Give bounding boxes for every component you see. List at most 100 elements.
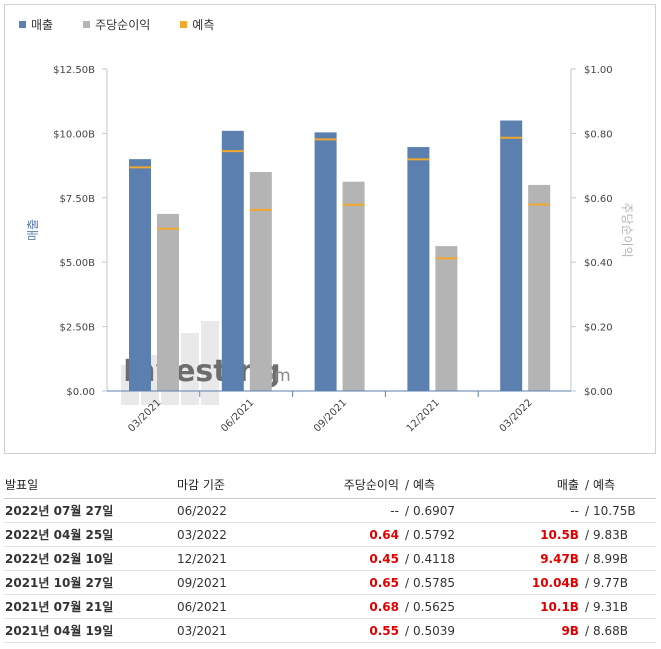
table-header-row: 발표일 마감 기준 주당순이익 / 예측 매출 / 예측 [4,470,656,499]
row-revenue: -- / [493,498,589,523]
legend-revenue-swatch [19,21,26,28]
row-eps-value: -- [390,503,399,518]
row-period: 09/2021 [177,570,287,595]
row-revenue-slash: / [584,575,589,590]
row-revenue-value: 10.1B [540,599,579,614]
row-revenue: 10.1B / [493,594,589,619]
header-revenue-slash: / [584,477,589,492]
row-eps-value: 0.68 [369,599,399,614]
row-eps-slash: / [404,575,409,590]
header-revenue-label: 매출 [556,477,579,492]
header-revenue-forecast[interactable]: 예측 [589,470,656,499]
row-eps-value: 0.65 [369,575,399,590]
row-eps-value: 0.55 [369,623,399,638]
earnings-table: 발표일 마감 기준 주당순이익 / 예측 매출 / 예측 2022년 07월 27일… [4,470,656,643]
table-row: 2021년 07월 21일 06/2021 0.68/0.5625 10.1B/9.3… [4,594,656,619]
header-eps-label: 주당순이익 [343,477,399,492]
eps-bar[interactable] [528,184,551,391]
row-revenue: 10.04B / [493,570,589,595]
row-date: 2021년 10월 27일 [4,570,177,595]
x-tick-label: 12/2021 [405,397,442,434]
row-revenue-value: 9.47B [540,551,579,566]
row-revenue-value: 9B [561,623,579,638]
row-revenue-slash: / [584,527,589,542]
left-tick-label: $12.50B [53,65,95,76]
row-date: 2022년 07월 27일 [4,498,177,523]
row-eps: -- / [287,498,409,523]
left-tick-label: $5.00B [60,258,96,269]
row-eps-forecast: 0.5039 [409,618,493,643]
legend-forecast-swatch [180,21,188,28]
left-tick-label: $0.00 [66,387,95,398]
row-date: 2022년 04월 25일 [4,522,177,547]
left-tick-label: $7.50B [60,194,96,205]
row-revenue-forecast: 10.75B [589,498,656,523]
row-eps: 0.64 / [287,522,409,547]
row-revenue-forecast: 8.68B [589,618,656,643]
row-revenue-forecast: 9.77B [589,570,656,595]
row-period: 12/2021 [177,546,287,571]
row-revenue-slash: / [584,599,589,614]
legend-forecast[interactable]: 예측 [180,16,214,33]
revenue-bar[interactable] [129,159,151,391]
row-date: 2022년 02월 10일 [4,546,177,571]
eps-bar[interactable] [435,246,458,391]
right-tick-label: $0.80 [584,129,613,140]
revenue-bar[interactable] [314,132,337,391]
header-period[interactable]: 마감 기준 [177,470,287,499]
row-revenue: 9B / [493,618,589,643]
eps-bar[interactable] [342,181,365,391]
row-revenue: 9.47B / [493,546,589,571]
table-row: 2021년 10월 27일 09/2021 0.65/0.5785 10.04B/9.… [4,570,656,595]
row-eps: 0.55 / [287,618,409,643]
table-row: 2022년 07월 27일 06/2022 --/0.6907 --/10.75B [4,498,656,523]
legend-forecast-label: 예측 [192,18,215,32]
row-revenue-value: 10.5B [540,527,579,542]
row-period: 03/2022 [177,522,287,547]
x-tick-label: 03/2022 [498,397,535,434]
revenue-bar[interactable] [407,147,430,391]
row-eps-slash: / [404,551,409,566]
eps-bar[interactable] [157,213,179,391]
revenue-bar[interactable] [500,120,523,392]
row-eps-forecast: 0.4118 [409,546,493,571]
table-row: 2022년 04월 25일 03/2022 0.64/0.5792 10.5B/9.8… [4,522,656,547]
row-revenue: 10.5B / [493,522,589,547]
right-tick-label: $0.00 [584,387,613,398]
row-revenue-slash: / [584,551,589,566]
row-date: 2021년 07월 21일 [4,594,177,619]
row-eps-forecast: 0.5785 [409,570,493,595]
left-tick-label: $2.50B [60,323,96,334]
earnings-chart-panel: 매출 주당순이익 예측 Investing.com $0.00$0.00$2.5… [4,4,656,454]
revenue-bar[interactable] [221,130,244,391]
row-eps-slash: / [404,599,409,614]
legend-revenue[interactable]: 매출 [19,16,53,33]
legend-eps[interactable]: 주당순이익 [83,16,150,33]
x-tick-label: 09/2021 [312,397,349,434]
header-revenue[interactable]: 매출 / [493,470,589,499]
header-date[interactable]: 발표일 [4,470,177,499]
row-eps-value: 0.64 [369,527,399,542]
legend-revenue-label: 매출 [31,18,54,32]
right-tick-label: $0.20 [584,323,613,334]
row-revenue-value: -- [570,503,579,518]
header-eps-forecast[interactable]: 예측 [409,470,493,499]
table-row: 2021년 04월 19일 03/2021 0.55/0.5039 9B/8.68B [4,618,656,643]
eps-bar[interactable] [249,172,272,391]
legend-eps-swatch [83,21,91,28]
row-period: 06/2022 [177,498,287,523]
header-eps[interactable]: 주당순이익 / [287,470,409,499]
watermark-bar [201,321,219,405]
row-eps: 0.68 / [287,594,409,619]
row-eps-slash: / [404,623,409,638]
row-revenue-forecast: 8.99B [589,546,656,571]
row-eps-value: 0.45 [369,551,399,566]
right-axis-title: 주당순이익 [620,202,634,257]
row-revenue-slash: / [584,623,589,638]
row-revenue-forecast: 9.83B [589,522,656,547]
row-eps: 0.45 / [287,546,409,571]
row-revenue-forecast: 9.31B [589,594,656,619]
left-tick-label: $10.00B [53,129,95,140]
earnings-chart: Investing.com $0.00$0.00$2.50B$0.20$5.00… [26,65,634,434]
chart-legend: 매출 주당순이익 예측 [19,16,244,33]
